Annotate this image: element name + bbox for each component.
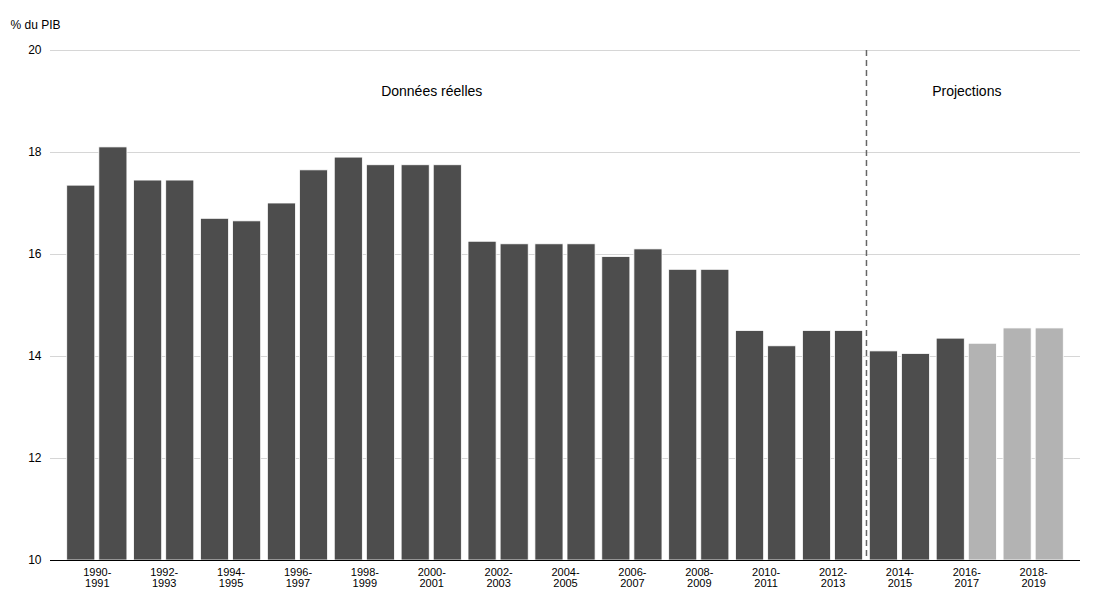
svg-text:1990-1991: 1990-1991 xyxy=(83,566,111,589)
svg-text:10: 10 xyxy=(28,553,42,567)
svg-text:2008-2009: 2008-2009 xyxy=(685,566,713,589)
svg-text:1996-1997: 1996-1997 xyxy=(284,566,312,589)
svg-text:20: 20 xyxy=(28,43,42,57)
svg-text:Projections: Projections xyxy=(932,83,1001,99)
svg-text:1992-1993: 1992-1993 xyxy=(150,566,178,589)
svg-text:2002-2003: 2002-2003 xyxy=(485,566,513,589)
svg-text:12: 12 xyxy=(28,451,42,465)
svg-text:14: 14 xyxy=(28,349,42,363)
svg-text:% du PIB: % du PIB xyxy=(11,18,61,32)
svg-text:18: 18 xyxy=(28,145,42,159)
svg-text:2014-2015: 2014-2015 xyxy=(886,566,914,589)
svg-text:2010-2011: 2010-2011 xyxy=(752,566,780,589)
svg-text:1998-1999: 1998-1999 xyxy=(351,566,379,589)
svg-text:2018-2019: 2018-2019 xyxy=(1020,566,1048,589)
svg-text:1994-1995: 1994-1995 xyxy=(217,566,245,589)
svg-text:2012-2013: 2012-2013 xyxy=(819,566,847,589)
svg-text:16: 16 xyxy=(28,247,42,261)
svg-text:2004-2005: 2004-2005 xyxy=(551,566,579,589)
svg-text:2000-2001: 2000-2001 xyxy=(418,566,446,589)
svg-text:2006-2007: 2006-2007 xyxy=(618,566,646,589)
svg-text:Données réelles: Données réelles xyxy=(381,83,482,99)
svg-text:2016-2017: 2016-2017 xyxy=(953,566,981,589)
